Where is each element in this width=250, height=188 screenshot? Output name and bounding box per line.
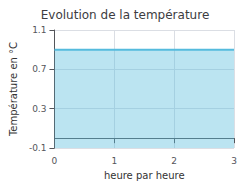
svg-text:-0.1: -0.1 <box>29 143 47 153</box>
svg-text:heure par heure: heure par heure <box>104 170 185 181</box>
svg-text:0.7: 0.7 <box>32 64 46 74</box>
svg-text:0: 0 <box>52 156 58 166</box>
svg-text:0.3: 0.3 <box>32 104 46 114</box>
svg-text:3: 3 <box>231 156 237 166</box>
svg-text:2: 2 <box>171 156 177 166</box>
svg-text:1: 1 <box>111 156 117 166</box>
svg-text:Evolution de la température: Evolution de la température <box>41 8 210 22</box>
svg-text:1.1: 1.1 <box>32 25 46 35</box>
svg-text:Température en °C: Température en °C <box>8 42 19 137</box>
